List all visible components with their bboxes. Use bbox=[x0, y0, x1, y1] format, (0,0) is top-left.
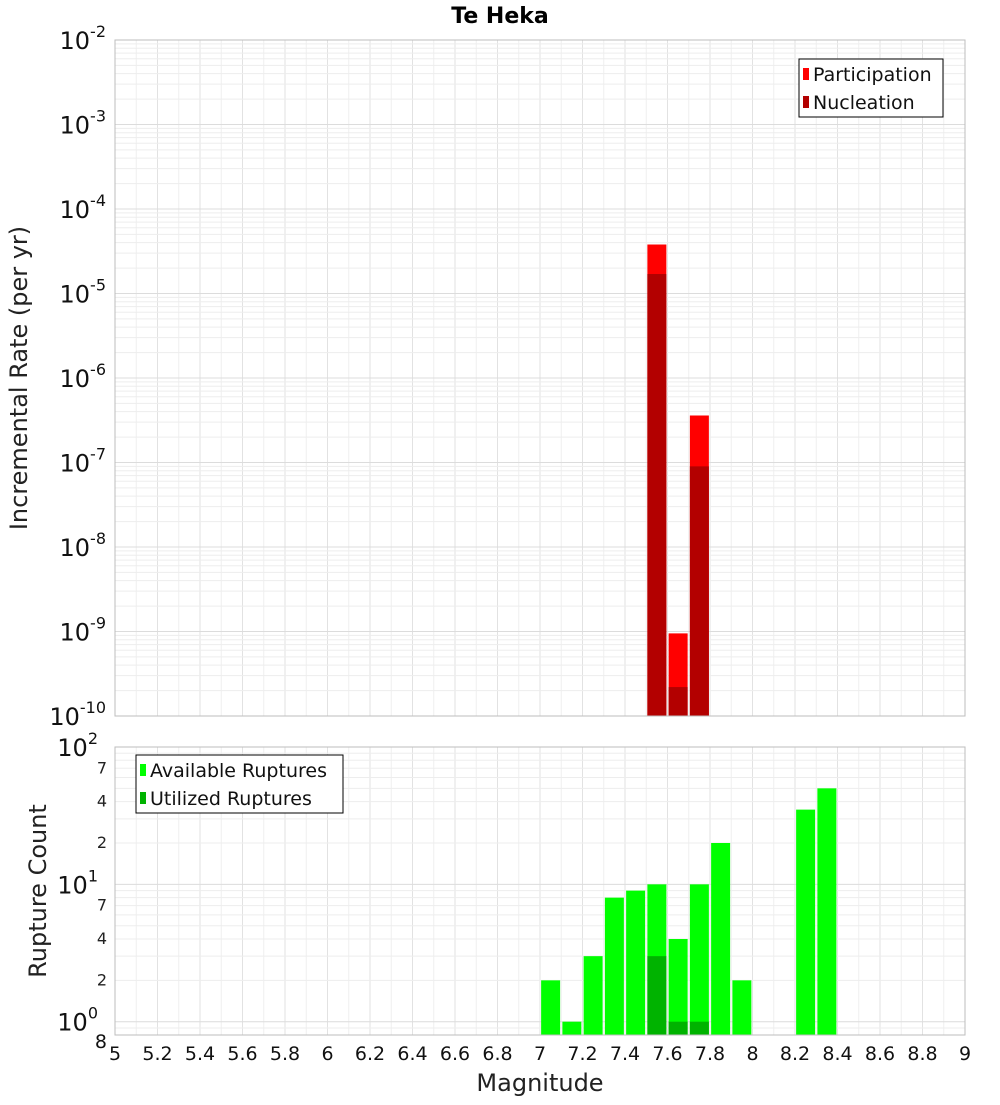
bottom-bar-available-ruptures bbox=[689, 884, 709, 1035]
bottom-bar-utilized-ruptures bbox=[668, 1021, 688, 1035]
bottom-y-axis-title: Rupture Count bbox=[24, 804, 52, 978]
top-legend-swatch-nucleation bbox=[803, 96, 809, 108]
x-tick-label: 8 bbox=[746, 1043, 758, 1065]
top-bars bbox=[647, 244, 709, 716]
top-legend-label: Nucleation bbox=[813, 92, 915, 114]
x-tick-label: 6.4 bbox=[397, 1043, 427, 1065]
x-tick-label: 9 bbox=[959, 1043, 971, 1065]
bottom-bar-available-ruptures bbox=[541, 980, 561, 1035]
bottom-bar-available-ruptures bbox=[711, 843, 731, 1035]
bottom-legend-swatch-utilized-ruptures bbox=[140, 792, 146, 804]
x-tick-label: 8.6 bbox=[865, 1043, 895, 1065]
bottom-y-tick-label: 101 bbox=[57, 866, 98, 899]
x-tick-label: 7.4 bbox=[610, 1043, 640, 1065]
x-tick-label: 7 bbox=[534, 1043, 546, 1065]
x-tick-label: 5 bbox=[109, 1043, 121, 1065]
top-y-tick-label: 10-2 bbox=[60, 22, 107, 55]
top-y-axis-title: Incremental Rate (per yr) bbox=[5, 226, 33, 530]
bottom-bar-available-ruptures bbox=[604, 897, 624, 1035]
top-legend-label: Participation bbox=[813, 64, 932, 86]
bottom-legend-box bbox=[135, 754, 344, 814]
bottom-bars bbox=[541, 788, 837, 1035]
x-tick-label: 8.4 bbox=[822, 1043, 852, 1065]
x-tick-label: 7.6 bbox=[652, 1043, 682, 1065]
bottom-y-minor-tick-label: 2 bbox=[97, 970, 107, 989]
x-tick-label: 6 bbox=[321, 1043, 333, 1065]
top-plot-border bbox=[114, 39, 966, 717]
x-tick-label: 8.2 bbox=[780, 1043, 810, 1065]
bottom-bar-available-ruptures bbox=[583, 956, 603, 1035]
bottom-y-minor-tick-label: 4 bbox=[97, 792, 107, 811]
chart-title: Te Heka bbox=[451, 4, 548, 29]
top-y-tick-label: 10-3 bbox=[60, 107, 107, 140]
top-y-tick-label: 10-5 bbox=[60, 276, 107, 309]
bottom-bar-available-ruptures bbox=[732, 980, 752, 1035]
top-y-tick-label: 10-6 bbox=[60, 360, 107, 393]
bottom-y-minor-tick-label: 8 bbox=[95, 1031, 107, 1053]
top-y-tick-label: 10-7 bbox=[60, 445, 107, 478]
x-tick-label: 7.8 bbox=[695, 1043, 725, 1065]
bottom-y-minor-tick-label: 7 bbox=[97, 896, 107, 915]
top-grid bbox=[114, 39, 966, 717]
x-tick-label: 5.2 bbox=[142, 1043, 172, 1065]
bottom-bar-available-ruptures bbox=[668, 939, 688, 1035]
top-bar-nucleation bbox=[689, 466, 709, 716]
bottom-bar-utilized-ruptures bbox=[689, 1021, 709, 1035]
bottom-legend: Available Ruptures Utilized Ruptures bbox=[135, 754, 344, 814]
bottom-y-tick-label: 100 bbox=[57, 1004, 98, 1037]
x-tick-label: 5.8 bbox=[270, 1043, 300, 1065]
bottom-y-tick-label: 102 bbox=[57, 729, 98, 762]
top-y-tick-label: 10-4 bbox=[60, 191, 107, 224]
top-y-tick-label: 10-9 bbox=[60, 614, 107, 647]
bottom-bar-available-ruptures bbox=[626, 890, 646, 1035]
x-tick-label: 6.2 bbox=[355, 1043, 385, 1065]
top-legend-box bbox=[798, 58, 944, 118]
x-tick-label: 8.8 bbox=[907, 1043, 937, 1065]
bottom-plot-border bbox=[114, 746, 966, 1036]
bottom-y-minor-tick-label: 2 bbox=[97, 833, 107, 852]
bottom-bar-available-ruptures bbox=[817, 788, 837, 1035]
bottom-bar-available-ruptures bbox=[796, 809, 816, 1035]
top-legend: Participation Nucleation bbox=[798, 58, 944, 118]
bottom-legend-swatch-available-ruptures bbox=[140, 764, 146, 776]
bottom-bar-available-ruptures bbox=[562, 1021, 582, 1035]
top-bar-nucleation bbox=[668, 687, 688, 716]
x-tick-label: 5.6 bbox=[227, 1043, 257, 1065]
bottom-legend-label: Utilized Ruptures bbox=[150, 788, 312, 810]
x-tick-label: 7.2 bbox=[567, 1043, 597, 1065]
bottom-y-minor-tick-label: 7 bbox=[97, 758, 107, 777]
x-tick-label: 5.4 bbox=[185, 1043, 215, 1065]
top-y-tick-label: 10-10 bbox=[49, 698, 106, 731]
bottom-legend-label: Available Ruptures bbox=[150, 760, 327, 782]
x-tick-label: 6.8 bbox=[482, 1043, 512, 1065]
bottom-bar-utilized-ruptures bbox=[647, 956, 667, 1035]
top-legend-swatch-participation bbox=[803, 68, 809, 80]
top-y-tick-label: 10-8 bbox=[60, 529, 107, 562]
top-bar-nucleation bbox=[647, 274, 667, 716]
x-axis-title: Magnitude bbox=[476, 1069, 603, 1097]
bottom-y-minor-tick-label: 4 bbox=[97, 929, 107, 948]
x-tick-label: 6.6 bbox=[440, 1043, 470, 1065]
